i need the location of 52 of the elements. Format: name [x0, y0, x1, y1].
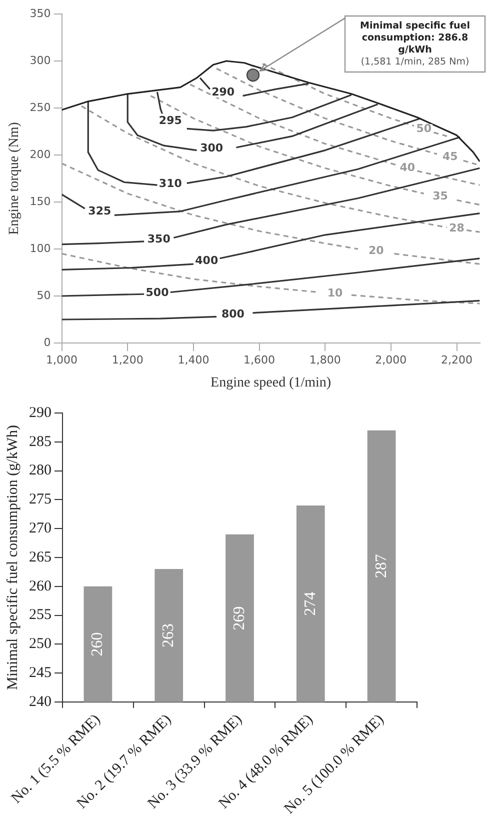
y-tick-label: 260: [29, 578, 52, 594]
y-tick-label: 285: [29, 434, 52, 450]
series-label: 800: [221, 308, 245, 321]
y-tick-label: 245: [29, 665, 52, 682]
series-label: 350: [147, 232, 171, 246]
y-tick-label: 250: [29, 636, 52, 652]
y-tick-label: 50: [36, 288, 51, 302]
y-tick-label: 0: [44, 336, 51, 349]
data-label: 260: [89, 632, 106, 656]
x-axis-title: Engine speed (1/min): [210, 375, 332, 390]
series-label: 20: [368, 244, 384, 258]
y-tick-label: 350: [30, 6, 51, 20]
series-label: 50: [416, 122, 432, 136]
data-label: 269: [230, 606, 248, 630]
series-label: 400: [195, 254, 218, 268]
series-label: 295: [158, 114, 182, 128]
y-tick-label: 150: [30, 194, 51, 208]
data-label: 274: [302, 592, 319, 616]
series-label: 28: [449, 222, 464, 235]
series-label: 45: [442, 150, 458, 164]
y-axis-title: Minimal specific fuel consumption (g/kWh): [4, 425, 21, 690]
series-label: 10: [327, 286, 343, 300]
y-tick-label: 275: [29, 492, 52, 508]
data-label: 287: [372, 554, 390, 578]
series-label: 40: [400, 161, 416, 174]
series-label: 35: [432, 190, 448, 203]
x-tick-label: 1,800: [309, 353, 341, 366]
data-label: 263: [160, 624, 178, 648]
series-label: 300: [200, 142, 224, 155]
y-axis-title: Engine torque (Nm): [7, 122, 22, 235]
annotation: Minimal specific fuel consumption: 286.8 g/kWh: [360, 20, 470, 56]
x-tick-label: 1,600: [244, 353, 276, 366]
y-tick-label: 100: [30, 242, 51, 255]
y-tick-label: 255: [29, 607, 52, 624]
series-label: 290: [212, 85, 235, 98]
x-tick-label: 2,000: [375, 353, 407, 366]
y-tick-label: 300: [30, 54, 51, 67]
x-tick-label: 2,200: [441, 353, 473, 366]
y-tick-label: 270: [29, 520, 52, 537]
y-tick-label: 290: [29, 404, 52, 421]
series-label: 310: [158, 177, 182, 190]
y-tick-label: 200: [30, 148, 51, 161]
x-tick-label: 1,200: [112, 353, 144, 366]
series-label: 500: [146, 286, 170, 300]
annotation: (1,581 1/min, 285 Nm): [360, 56, 470, 68]
y-tick-label: 265: [29, 549, 52, 566]
y-tick-label: 250: [30, 100, 51, 114]
y-tick-label: 240: [29, 694, 52, 710]
series-label: 325: [88, 204, 112, 218]
x-tick-label: 1,000: [46, 353, 78, 366]
y-tick-label: 280: [29, 462, 52, 479]
x-tick-label: 1,400: [178, 353, 210, 366]
